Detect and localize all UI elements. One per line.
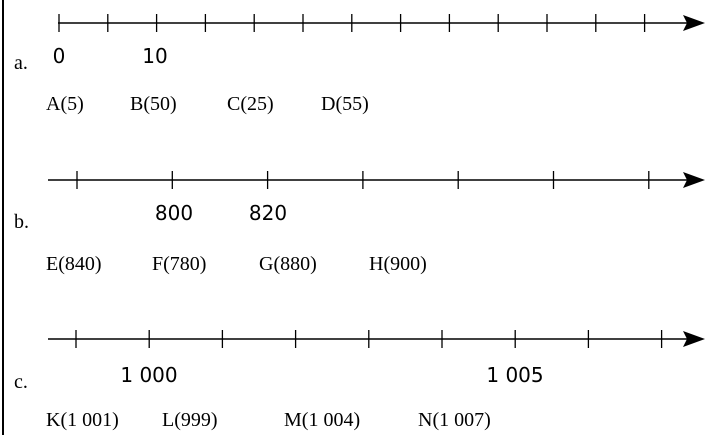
point-c-1: L(999) [162,409,218,431]
part-label-b: b. [14,211,29,233]
point-b-1: F(780) [152,253,207,275]
left-border [2,0,4,435]
point-b-3: H(900) [369,253,427,275]
arrow-head-icon [683,15,705,31]
arrow-head-icon [683,331,705,347]
points-list-b: E(840) F(780) G(880) H(900) [46,253,427,276]
point-b-0: E(840) [46,253,102,275]
point-c-0: K(1 001) [46,409,119,431]
point-a-0: A(5) [46,93,84,115]
tick-label-b-0: 800 [155,201,193,225]
point-a-3: D(55) [321,93,369,115]
part-label-c: c. [14,371,28,393]
number-line-c: 1 000 1 005 [48,330,705,387]
tick-label-c-1: 1 005 [486,363,543,387]
number-line-b: 800 820 [48,171,705,225]
points-list-a: A(5) B(50) C(25) D(55) [46,93,369,116]
tick-label-c-0: 1 000 [120,363,177,387]
tick-label-b-1: 820 [249,201,287,225]
tick-label-a-1: 10 [142,44,167,68]
point-c-3: N(1 007) [418,409,491,431]
arrow-head-icon [683,172,705,188]
point-a-2: C(25) [227,93,274,115]
point-a-1: B(50) [130,93,177,115]
point-c-2: M(1 004) [284,409,361,431]
part-label-a: a. [14,52,28,74]
number-line-a: 0 10 [53,14,705,68]
point-b-2: G(880) [259,253,317,275]
points-list-c: K(1 001) L(999) M(1 004) N(1 007) [46,409,491,432]
tick-label-a-0: 0 [53,44,66,68]
